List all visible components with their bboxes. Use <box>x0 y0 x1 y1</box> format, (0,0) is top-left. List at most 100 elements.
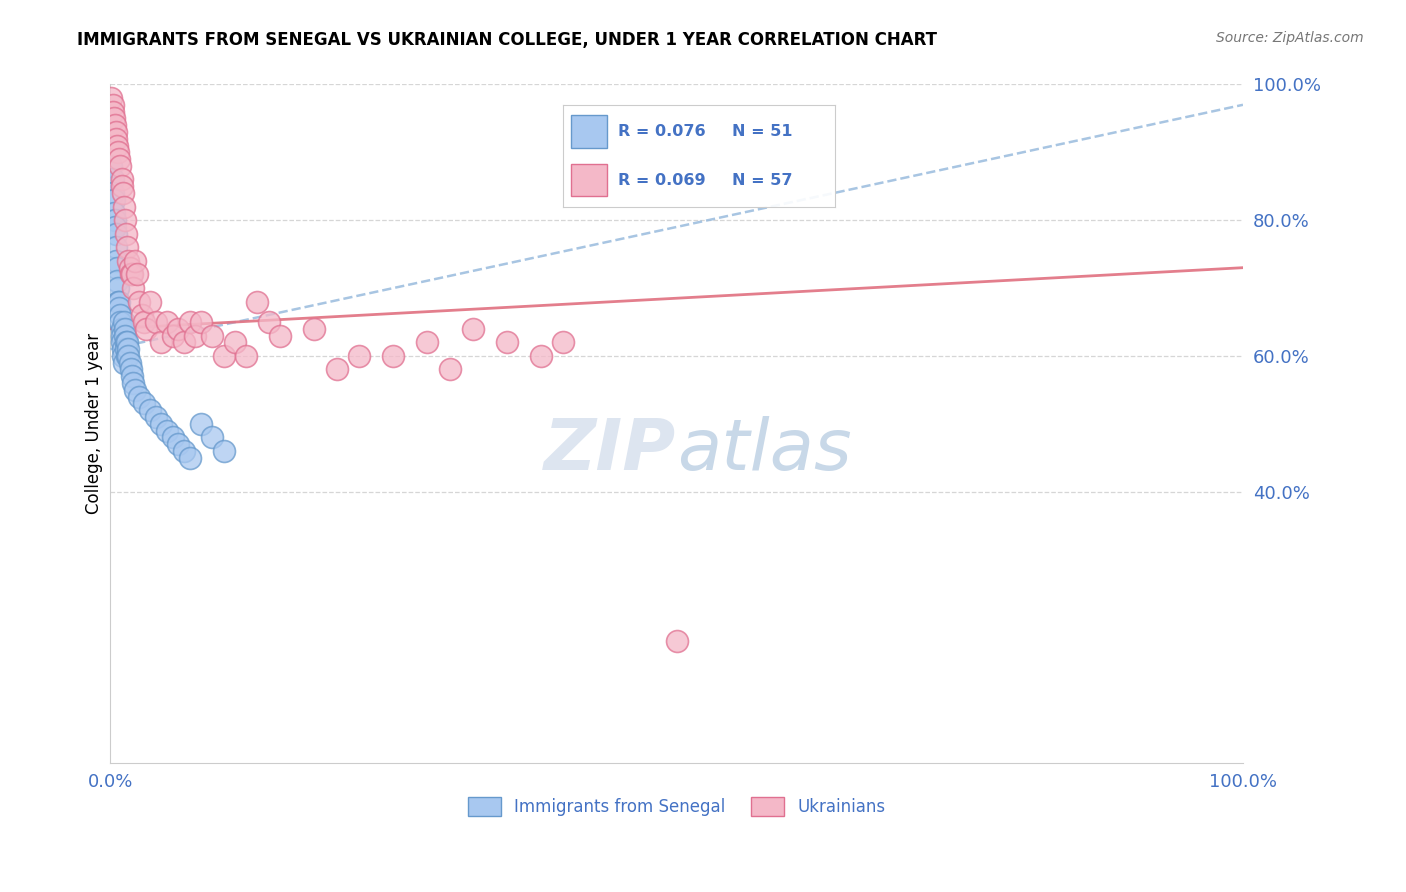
Point <box>115 335 138 350</box>
Point <box>100 159 122 173</box>
Point <box>104 118 127 132</box>
Point <box>104 240 127 254</box>
Point <box>162 430 184 444</box>
Point <box>665 634 688 648</box>
Point <box>101 97 124 112</box>
Point <box>156 315 179 329</box>
Point <box>107 145 129 160</box>
Point <box>184 328 207 343</box>
Point <box>103 193 125 207</box>
Point <box>104 125 127 139</box>
Point <box>439 362 461 376</box>
Point <box>100 91 122 105</box>
Point <box>105 274 128 288</box>
Text: atlas: atlas <box>676 417 851 485</box>
Point <box>122 281 145 295</box>
Point <box>104 132 127 146</box>
Point <box>108 301 131 316</box>
Point <box>101 172 124 186</box>
Point <box>326 362 349 376</box>
Point <box>495 335 517 350</box>
Point <box>382 349 405 363</box>
Point <box>127 268 149 282</box>
Text: IMMIGRANTS FROM SENEGAL VS UKRAINIAN COLLEGE, UNDER 1 YEAR CORRELATION CHART: IMMIGRANTS FROM SENEGAL VS UKRAINIAN COL… <box>77 31 938 49</box>
Point <box>111 186 134 200</box>
Point <box>110 328 132 343</box>
Point <box>461 322 484 336</box>
Point <box>190 315 212 329</box>
Point <box>124 253 146 268</box>
Point <box>553 335 575 350</box>
Point <box>150 417 173 431</box>
Point <box>135 322 157 336</box>
Point <box>212 349 235 363</box>
Point <box>156 424 179 438</box>
Point <box>103 206 125 220</box>
Point <box>101 104 124 119</box>
Point <box>530 349 553 363</box>
Point <box>118 356 141 370</box>
Point <box>112 356 135 370</box>
Point <box>104 213 127 227</box>
Point <box>105 260 128 275</box>
Point <box>124 383 146 397</box>
Point <box>246 294 269 309</box>
Point <box>111 349 134 363</box>
Point <box>110 315 132 329</box>
Point <box>110 322 132 336</box>
Point <box>201 430 224 444</box>
Point <box>114 213 136 227</box>
Point <box>108 152 131 166</box>
Point <box>110 159 132 173</box>
Point <box>120 268 142 282</box>
Point <box>121 268 143 282</box>
Point <box>179 315 201 329</box>
Point <box>167 437 190 451</box>
Point <box>104 219 127 234</box>
Point <box>110 335 132 350</box>
Point <box>117 349 139 363</box>
Point <box>117 342 139 356</box>
Point <box>134 396 156 410</box>
Point <box>110 308 132 322</box>
Point <box>104 227 127 241</box>
Point <box>139 403 162 417</box>
Point <box>121 369 143 384</box>
Point <box>190 417 212 431</box>
Point <box>115 342 138 356</box>
Point <box>349 349 371 363</box>
Point <box>107 294 129 309</box>
Point <box>128 390 150 404</box>
Point <box>115 227 138 241</box>
Point <box>145 315 167 329</box>
Legend: Immigrants from Senegal, Ukrainians: Immigrants from Senegal, Ukrainians <box>461 790 893 822</box>
Text: ZIP: ZIP <box>544 417 676 485</box>
Point <box>105 138 128 153</box>
Point <box>128 294 150 309</box>
Point <box>104 253 127 268</box>
Point <box>117 253 139 268</box>
Point <box>110 172 132 186</box>
Point <box>162 328 184 343</box>
Point <box>134 315 156 329</box>
Point <box>201 328 224 343</box>
Point <box>269 328 291 343</box>
Point <box>167 322 190 336</box>
Point <box>107 281 129 295</box>
Point <box>212 444 235 458</box>
Point <box>257 315 280 329</box>
Point <box>173 335 195 350</box>
Point <box>173 444 195 458</box>
Point <box>114 328 136 343</box>
Point <box>122 376 145 390</box>
Point <box>108 294 131 309</box>
Point <box>179 450 201 465</box>
Point <box>111 342 134 356</box>
Point <box>145 409 167 424</box>
Point <box>103 112 125 126</box>
Point <box>224 335 246 350</box>
Point <box>150 335 173 350</box>
Point <box>112 315 135 329</box>
Point <box>302 322 325 336</box>
Point <box>118 260 141 275</box>
